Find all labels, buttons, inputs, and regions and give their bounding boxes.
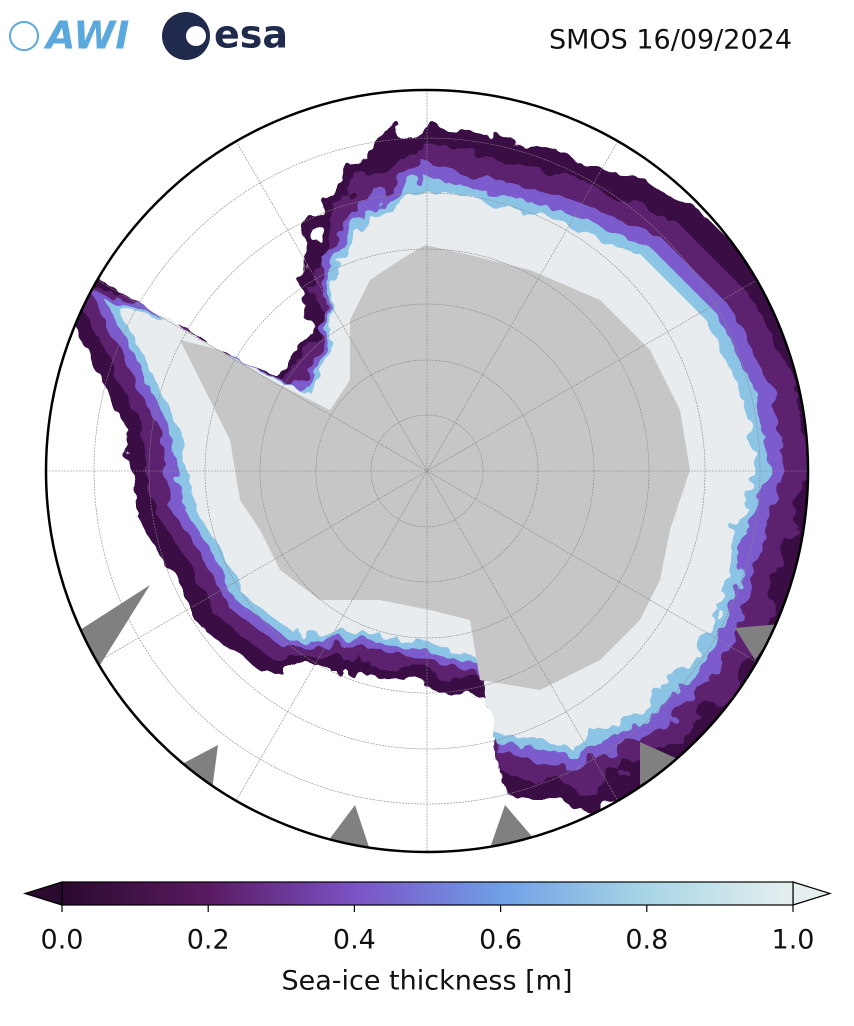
map: [46, 90, 808, 852]
colorbar-tick-label: 1.0: [772, 925, 815, 956]
logo-esa: esa: [162, 12, 288, 60]
colorbar-tick-label: 0.2: [187, 925, 230, 956]
colorbar-extend-high: [792, 881, 833, 906]
colorbar-body: [61, 881, 794, 906]
colorbar-tick-label: 0.0: [41, 925, 84, 956]
logo-awi-text: AWI: [43, 14, 129, 58]
logo-awi: AWI: [9, 14, 129, 58]
colorbar-tick-label: 0.8: [625, 925, 668, 956]
title: SMOS 16/09/2024: [549, 25, 792, 56]
colorbar: 0.0 0.2 0.4 0.6 0.8 1.0: [22, 881, 833, 956]
logo-esa-text: esa: [214, 13, 288, 57]
colorbar-tick-label: 0.4: [333, 925, 376, 956]
colorbar-label: Sea-ice thickness [m]: [281, 966, 572, 997]
colorbar-tick-label: 0.6: [479, 925, 522, 956]
map-frame: [44, 88, 810, 854]
colorbar-extend-low: [22, 881, 63, 906]
